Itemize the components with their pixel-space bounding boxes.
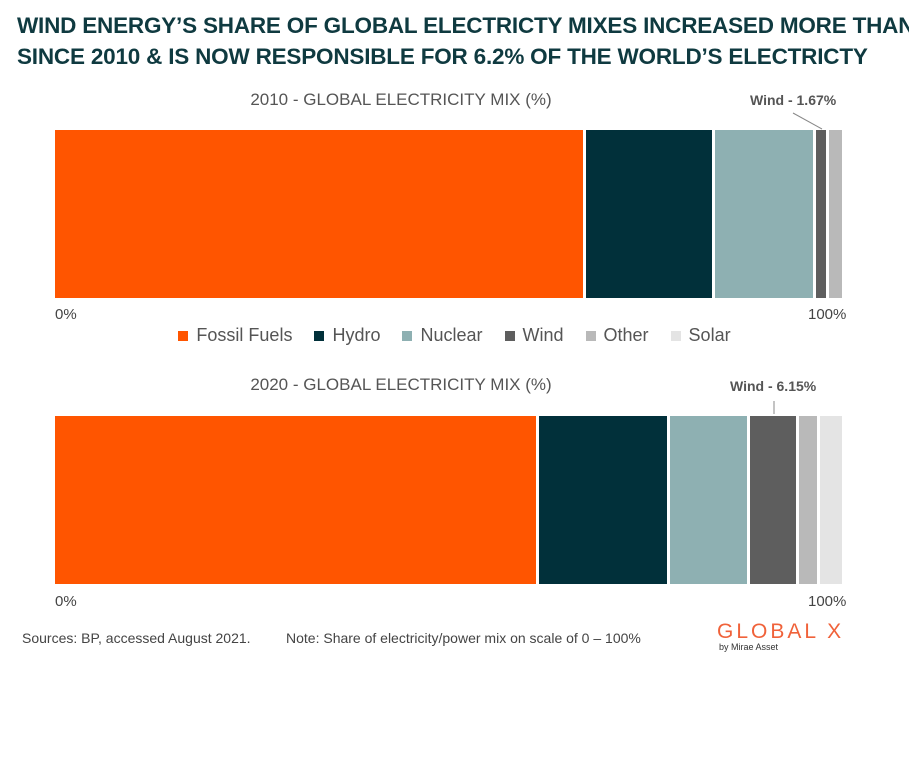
legend-swatch (670, 330, 681, 341)
legend-label: Hydro (332, 325, 381, 345)
bar-segment-other (798, 416, 818, 584)
chart-2020-title: 2020 - GLOBAL ELECTRICITY MIX (%) (250, 375, 552, 394)
chart-2020-wind-callout: Wind - 6.15% (730, 378, 817, 394)
legend-swatch (402, 330, 413, 341)
bar-segment-fossil-fuels (55, 416, 537, 584)
legend-item-solar: Solar (670, 325, 731, 346)
chart-2020-axis-min: 0% (55, 593, 77, 610)
chart-2010-axis-max: 100% (808, 306, 847, 323)
legend-item-wind: Wind (504, 325, 564, 346)
headline-line-1: WIND ENERGY’S SHARE OF GLOBAL ELECTRICTY… (17, 13, 909, 38)
chart-2010-wind-callout: Wind - 1.67% (750, 92, 837, 108)
headline: WIND ENERGY’S SHARE OF GLOBAL ELECTRICTY… (17, 10, 909, 72)
legend-label: Other (603, 325, 649, 345)
legend-label: Wind (522, 325, 564, 345)
headline-line-2: SINCE 2010 & IS NOW RESPONSIBLE FOR 6.2%… (17, 44, 868, 69)
legend-swatch (504, 330, 515, 341)
legend-item-nuclear: Nuclear (402, 325, 483, 346)
footer-sources: Sources: BP, accessed August 2021. (22, 630, 251, 646)
chart-2020-bar (55, 416, 845, 584)
legend-swatch (178, 330, 189, 341)
legend-swatch (314, 330, 325, 341)
chart-2010-bar (55, 130, 845, 298)
chart-2020-axis-max: 100% (808, 593, 847, 610)
bar-segment-nuclear (714, 130, 813, 298)
bar-segment-nuclear (670, 416, 748, 584)
chart-2010-axis-min: 0% (55, 306, 77, 323)
legend-swatch (585, 330, 596, 341)
legend-item-fossil-fuels: Fossil Fuels (178, 325, 292, 346)
legend-item-hydro: Hydro (314, 325, 380, 346)
legend: Fossil Fuels Hydro Nuclear Wind Other Solar (0, 325, 909, 346)
global-x-logo: GLOBAL X by Mirae Asset (717, 620, 844, 652)
footer-note: Note: Share of electricity/power mix on … (286, 630, 641, 646)
legend-label: Fossil Fuels (196, 325, 293, 345)
bar-segment-other (828, 130, 842, 298)
bar-segment-fossil-fuels (55, 130, 583, 298)
legend-label: Solar (688, 325, 731, 345)
chart-2010-title: 2010 - GLOBAL ELECTRICITY MIX (%) (250, 90, 552, 109)
logo-sub-text: by Mirae Asset (719, 642, 779, 652)
bar-segment-hydro (539, 416, 668, 584)
bar-segment-wind (750, 416, 796, 584)
legend-label: Nuclear (420, 325, 483, 345)
bar-segment-solar (820, 416, 842, 584)
bar-segment-hydro (585, 130, 712, 298)
bar-segment-wind (815, 130, 826, 298)
legend-item-other: Other (585, 325, 649, 346)
logo-main-text: GLOBAL X (717, 620, 845, 643)
